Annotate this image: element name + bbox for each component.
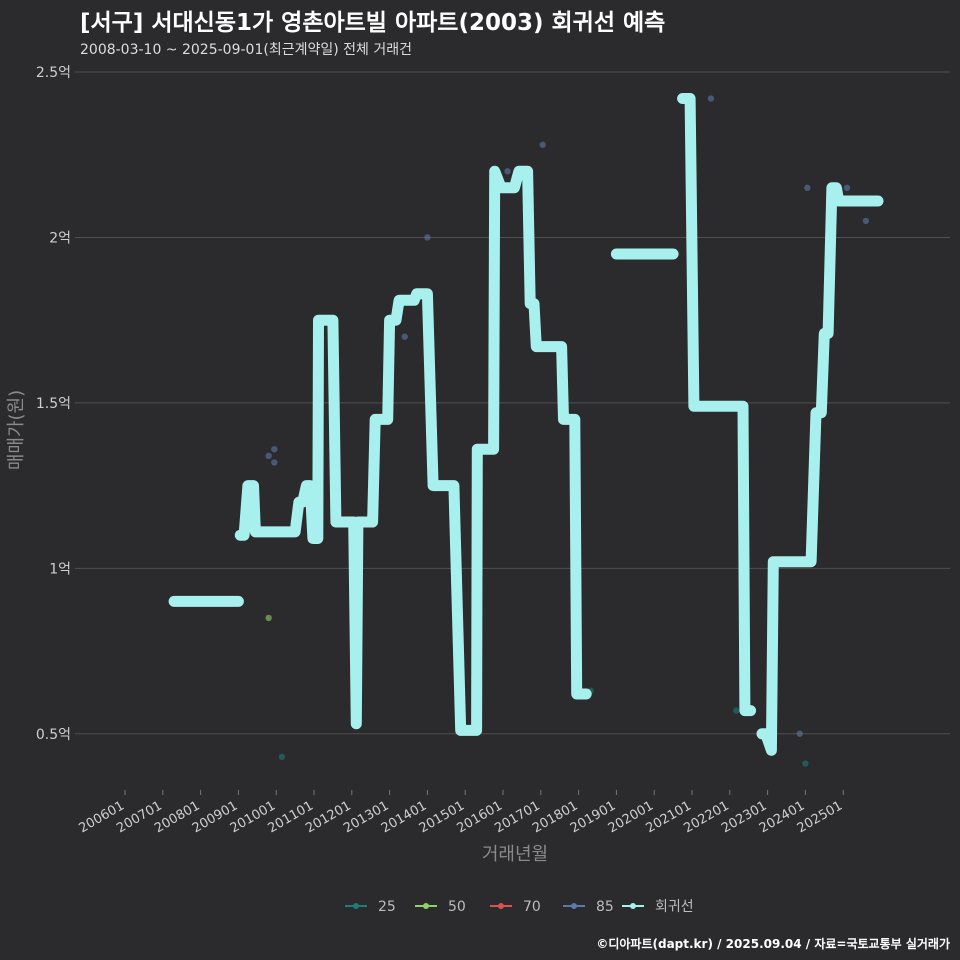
regression-segment bbox=[677, 93, 757, 717]
chart-subtitle: 2008-03-10 ~ 2025-09-01(최근계약일) 전체 거래건 bbox=[80, 42, 412, 58]
data-point-50 bbox=[265, 614, 272, 622]
legend-label: 25 bbox=[378, 899, 396, 915]
data-point-25 bbox=[802, 760, 809, 767]
x-axis-title: 거래년월 bbox=[482, 844, 548, 865]
data-point-85 bbox=[265, 452, 272, 460]
data-point-85 bbox=[271, 445, 278, 453]
y-axis: 0.5억 1억 1.5억 2억 2.5억 bbox=[36, 65, 71, 743]
data-point-85 bbox=[843, 184, 851, 192]
data-point-85 bbox=[804, 184, 811, 192]
data-point-85 bbox=[504, 168, 511, 175]
y-tick-label: 1.5억 bbox=[36, 396, 71, 412]
data-point-85 bbox=[401, 333, 408, 340]
legend-label: 회귀선 bbox=[655, 899, 694, 915]
legend-label: 50 bbox=[448, 899, 466, 915]
y-tick-label: 0.5억 bbox=[36, 727, 71, 743]
data-point-85 bbox=[271, 459, 278, 466]
data-point-85 bbox=[862, 217, 870, 225]
legend-key-dot bbox=[423, 903, 429, 909]
legend-key-dot bbox=[571, 903, 577, 909]
regression-line bbox=[168, 93, 884, 756]
legend-key-dot bbox=[498, 903, 504, 909]
regression-segment bbox=[756, 182, 884, 756]
data-point-25 bbox=[278, 753, 286, 761]
y-tick-label: 2.5억 bbox=[36, 65, 71, 81]
data-point-25 bbox=[733, 707, 740, 714]
legend-key-dot bbox=[353, 903, 359, 909]
data-point-85 bbox=[424, 234, 431, 241]
regression-segment bbox=[234, 165, 592, 736]
legend-label: 70 bbox=[523, 899, 541, 915]
data-point-85 bbox=[539, 141, 546, 148]
y-axis-title: 매매가(원) bbox=[6, 390, 27, 470]
legend: 25 50 70 85 회귀선 bbox=[345, 899, 694, 915]
y-tick-label: 2억 bbox=[49, 230, 71, 246]
y-tick-label: 1억 bbox=[49, 561, 71, 577]
x-axis: 2006012007012008012009012010012011012012… bbox=[77, 790, 845, 836]
data-point-85 bbox=[796, 730, 803, 737]
data-point-85 bbox=[707, 95, 715, 102]
chart-caption: ©디아파트(dapt.kr) / 2025.09.04 / 자료=국토교통부 실… bbox=[596, 936, 950, 951]
gridlines bbox=[75, 71, 950, 735]
chart-title: [서구] 서대신동1가 영촌아트빌 아파트(2003) 회귀선 예측 bbox=[80, 10, 665, 36]
legend-key-dot bbox=[630, 903, 636, 909]
legend-label: 85 bbox=[596, 899, 614, 915]
